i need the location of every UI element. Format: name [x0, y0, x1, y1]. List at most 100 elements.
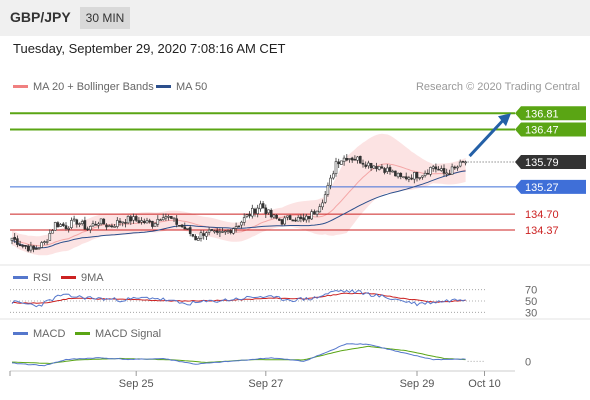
candle [191, 233, 195, 238]
candle-bullish [331, 173, 335, 179]
candle [29, 241, 33, 253]
candle [445, 168, 449, 177]
candle-bullish [348, 158, 351, 160]
candle-bearish [261, 203, 265, 209]
candle-bullish [197, 238, 200, 241]
candle-bearish [194, 236, 197, 241]
candle-bearish [202, 233, 205, 236]
candle-bearish [248, 213, 251, 217]
candle-bullish [172, 217, 176, 220]
candle [172, 217, 176, 222]
candle [221, 227, 224, 234]
candle [199, 230, 203, 242]
candle-bullish [318, 206, 322, 213]
candle [264, 204, 268, 218]
candle-bearish [380, 166, 384, 169]
candle [277, 218, 281, 222]
candle [67, 226, 70, 233]
candle-bearish [442, 168, 446, 174]
candle [272, 214, 276, 219]
candle-bearish [337, 161, 341, 165]
candle-bearish [18, 244, 22, 247]
candle-bullish [213, 230, 216, 233]
candle-bullish [126, 215, 130, 224]
candle [99, 218, 103, 226]
candle [253, 207, 257, 217]
candle-bullish [116, 220, 119, 227]
datetime-label: Tuesday, September 29, 2020 7:08:16 AM C… [13, 41, 286, 56]
candle-bullish [107, 225, 111, 228]
legend-label-9ma: 9MA [81, 272, 104, 284]
candle-bearish [32, 245, 35, 250]
bollinger-bands [11, 133, 466, 256]
candle-bullish [412, 172, 416, 180]
candle [275, 214, 278, 220]
candle-bearish [388, 167, 392, 172]
rsi-tick-label: 50 [525, 296, 537, 308]
candle-bullish [450, 166, 454, 175]
candle-bullish [53, 222, 57, 231]
candle [80, 219, 84, 226]
forecast-arrow-shaft [468, 118, 506, 158]
timeframe-button[interactable]: 30 MIN [80, 7, 130, 29]
candle [232, 227, 235, 235]
candle [43, 240, 46, 245]
candle [426, 169, 430, 175]
candle-bullish [429, 167, 432, 175]
legend-label-rsi: RSI [33, 272, 51, 284]
candle [402, 176, 405, 179]
level-label-text: 136.47 [525, 125, 559, 137]
candle-bearish [24, 245, 27, 247]
candle [188, 225, 192, 237]
candle [464, 160, 467, 166]
candle-bullish [323, 194, 327, 203]
candle-bearish [448, 173, 451, 176]
candle [269, 208, 273, 219]
candle-bullish [59, 224, 62, 227]
candle-bullish [421, 175, 424, 178]
candle [288, 214, 292, 220]
rsi-tick-label: 70 [525, 285, 537, 297]
candle-bullish [286, 215, 289, 218]
legend-swatch-rsi [13, 276, 28, 279]
candle-bearish [143, 220, 146, 223]
candle-bullish [51, 230, 54, 234]
candle-bullish [132, 216, 135, 221]
candle-bullish [40, 242, 44, 248]
candle [16, 235, 19, 248]
level-label-level_red: 134.37 [525, 225, 559, 237]
level-labels: 136.81 136.47 135.79 135.27 134.70 134.37 [515, 106, 586, 237]
candle [132, 213, 135, 224]
bollinger-band-fill [12, 133, 466, 256]
candle-bearish [280, 219, 284, 225]
candle [110, 223, 114, 229]
candle-bearish [353, 158, 357, 161]
candle [286, 215, 289, 221]
candle-bearish [188, 227, 192, 234]
candle [59, 223, 62, 227]
candle-bullish [391, 170, 395, 173]
candle [207, 227, 211, 236]
candle [32, 245, 35, 253]
candle-bullish [396, 172, 400, 178]
candle-bullish [321, 202, 324, 208]
candle-bullish [464, 161, 467, 164]
candle [291, 219, 295, 222]
candle [434, 163, 438, 173]
candle [296, 215, 300, 222]
candle-bearish [277, 218, 281, 221]
candle [134, 214, 138, 223]
candle-bullish [315, 210, 319, 215]
macd-legend: MACD MACD Signal [13, 328, 161, 340]
candle-bullish [445, 172, 449, 175]
candle-bullish [67, 228, 70, 230]
candle-bullish [167, 216, 170, 218]
candle [310, 209, 314, 221]
candle [94, 221, 97, 226]
candle-bearish [170, 216, 173, 219]
candle-bullish [199, 232, 203, 239]
moving-averages [11, 170, 466, 249]
candle-bullish [224, 230, 227, 233]
candle-bearish [299, 216, 303, 219]
